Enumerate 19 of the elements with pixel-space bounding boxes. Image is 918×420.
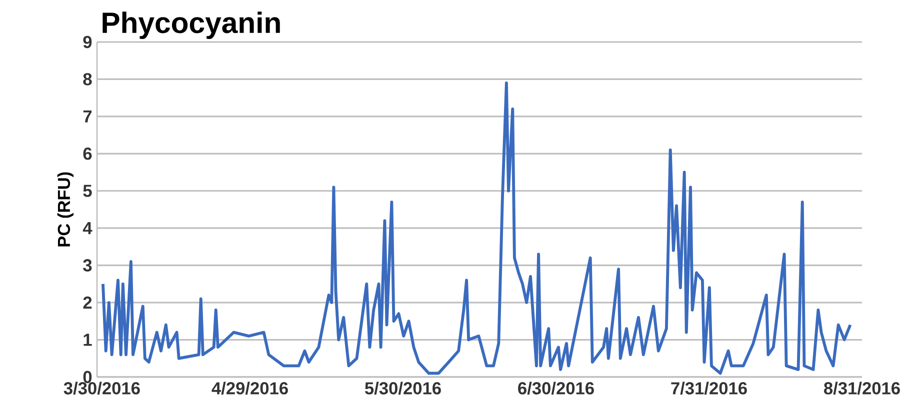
y-tick-label: 3 bbox=[83, 259, 92, 272]
x-tick-label: 5/30/2016 bbox=[364, 382, 441, 395]
y-axis-title: PC (RFU) bbox=[57, 172, 74, 246]
y-tick-label: 7 bbox=[83, 110, 92, 122]
x-tick-label: 4/29/2016 bbox=[212, 382, 288, 395]
x-tick-label: 7/31/2016 bbox=[671, 382, 747, 395]
y-tick-label: 6 bbox=[83, 148, 92, 160]
y-tick-label: 1 bbox=[84, 334, 92, 346]
y-tick-label: 9 bbox=[83, 36, 92, 48]
line-series bbox=[102, 81, 852, 375]
x-tick-label: 6/30/2016 bbox=[518, 382, 594, 395]
y-tick-label: 4 bbox=[82, 222, 92, 234]
chart-title: Phycocyanin bbox=[102, 12, 280, 39]
y-tick-label: 8 bbox=[83, 73, 92, 86]
y-tick-label: 0 bbox=[83, 370, 92, 384]
y-tick-label: 2 bbox=[83, 296, 92, 309]
x-tick-label: 8/31/2016 bbox=[824, 382, 900, 395]
y-tick-label: 5 bbox=[83, 184, 92, 197]
x-tick-label: 3/30/2016 bbox=[64, 382, 140, 395]
